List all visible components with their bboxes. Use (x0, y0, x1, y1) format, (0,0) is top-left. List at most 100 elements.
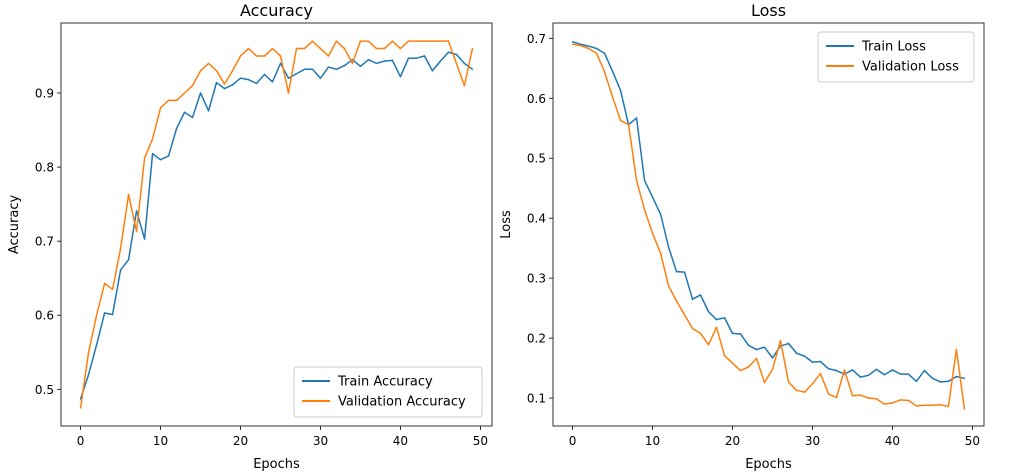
series-1-segment (587, 47, 598, 55)
legend-label: Train Loss (861, 40, 926, 55)
series-0-segment (907, 373, 918, 383)
series-0-segment (231, 77, 242, 86)
series-0-segment (851, 369, 862, 378)
series-0-segment (595, 47, 606, 55)
x-tick-label: 50 (473, 434, 488, 448)
series-0-segment (883, 369, 894, 376)
series-1-segment (859, 394, 870, 399)
series-1-segment (619, 119, 630, 126)
series-1-segment (191, 70, 202, 87)
series-1-segment (319, 47, 330, 57)
series-0-segment (611, 70, 622, 92)
series-0-segment (715, 317, 726, 321)
series-1-segment (883, 402, 894, 405)
legend-label: Train Accuracy (337, 375, 433, 390)
series-0-segment (391, 59, 402, 78)
series-1-segment (635, 179, 646, 211)
series-0-segment (319, 66, 330, 79)
series-1-segment (579, 44, 590, 50)
series-1-segment (907, 399, 918, 407)
series-0-segment (103, 312, 114, 316)
series-1-segment (143, 138, 154, 159)
series-0-segment (651, 196, 662, 215)
plot-frame (60, 22, 493, 427)
series-0-segment (891, 369, 902, 375)
series-0-segment (683, 271, 694, 300)
series-0-segment (375, 60, 386, 65)
series-1-segment (899, 399, 910, 402)
series-1 (571, 43, 966, 410)
series-0-segment (263, 73, 274, 83)
plot-lines (79, 40, 474, 409)
series-1-segment (223, 70, 234, 85)
series-1-segment (803, 382, 814, 393)
series-1-segment (811, 372, 822, 385)
series-0-segment (747, 344, 758, 351)
series-0-segment (627, 117, 638, 126)
x-tick-label: 40 (393, 434, 408, 448)
y-tick-label: 0.1 (527, 392, 546, 406)
series-1-segment (723, 354, 734, 365)
series-0-segment (643, 179, 654, 198)
series-0-segment (867, 368, 878, 377)
series-1-segment (127, 193, 138, 233)
series-1-segment (827, 393, 838, 399)
series-1-segment (199, 62, 210, 72)
series-1-segment (279, 55, 290, 94)
series-1-segment (271, 47, 282, 57)
series-1-segment (683, 314, 694, 330)
y-tick-label: 0.9 (35, 87, 54, 101)
loss-chart: Loss 0 10 20 30 40 50 0.1 0.2 0.3 0.4 0.5 0.6 0.7 Epoc… (499, 1, 985, 472)
series-0-segment (619, 89, 630, 126)
series-1-segment (947, 348, 958, 408)
x-tick-label: 10 (153, 434, 168, 448)
series-1-segment (343, 47, 354, 65)
series-1-segment (239, 47, 250, 57)
series-1-segment (699, 332, 710, 346)
x-tick-label: 10 (645, 434, 660, 448)
x-axis-label: Epochs (253, 457, 300, 472)
series-0-segment (335, 64, 346, 71)
series-0-segment (295, 68, 306, 75)
series-0-segment (455, 53, 466, 65)
series-0 (571, 41, 966, 383)
series-1-segment (111, 247, 122, 291)
series-0-segment (819, 360, 830, 370)
series-0-segment (287, 73, 298, 79)
series-0-segment (87, 344, 98, 376)
series-1-segment (819, 372, 830, 395)
series-0-segment (271, 62, 282, 83)
series-0-segment (571, 41, 582, 46)
y-tick-label: 0.8 (35, 161, 54, 175)
series-1-segment (651, 232, 662, 254)
series-1-segment (351, 40, 362, 65)
series-1-segment (311, 40, 322, 50)
legend-label: Validation Accuracy (338, 395, 466, 410)
series-0-segment (143, 153, 154, 240)
series-1-segment (215, 70, 226, 85)
series-0-segment (875, 368, 886, 376)
series-0-segment (915, 369, 926, 383)
series-0-segment (215, 81, 226, 90)
legend: Train Loss Validation Loss (817, 31, 975, 83)
series-1 (79, 40, 474, 409)
y-tick-label: 0.7 (527, 32, 546, 46)
series-1-segment (119, 193, 130, 250)
series-1-segment (463, 47, 474, 87)
x-tick-label: 20 (725, 434, 740, 448)
legend-box (293, 366, 483, 418)
series-1-segment (939, 403, 950, 408)
y-tick-label: 0.5 (35, 383, 54, 397)
y-tick-label: 0.5 (527, 152, 546, 166)
legend-box (817, 31, 975, 83)
series-1-segment (95, 282, 106, 316)
series-1-segment (603, 71, 614, 98)
series-0-segment (699, 294, 710, 313)
series-1-segment (103, 282, 114, 291)
series-1-segment (843, 369, 854, 397)
series-0-segment (811, 360, 822, 363)
series-1-segment (691, 327, 702, 335)
series-1-segment (455, 62, 466, 87)
series-0-segment (691, 294, 702, 300)
